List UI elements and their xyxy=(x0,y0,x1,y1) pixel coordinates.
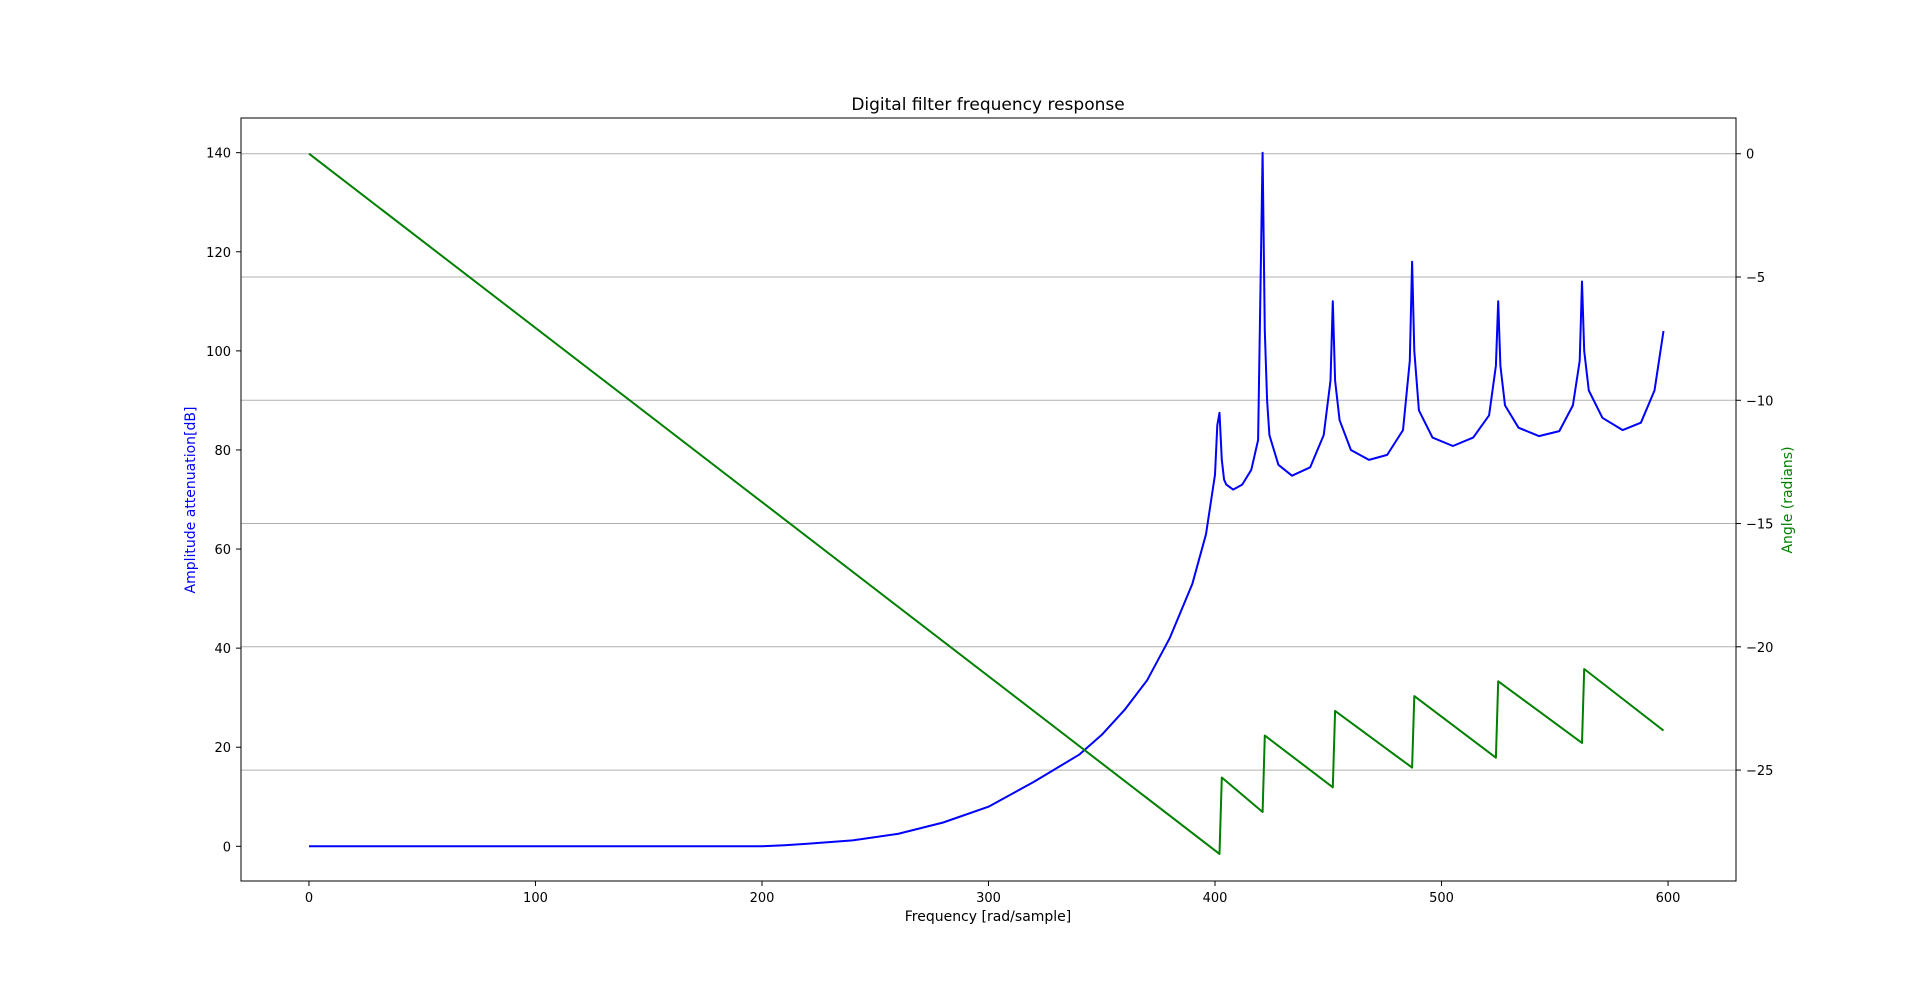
y-left-tick-label: 100 xyxy=(206,345,231,360)
y-right-tick-label: −20 xyxy=(1746,641,1773,656)
amplitude-series-line xyxy=(309,151,1665,848)
y-right-tick-label: −25 xyxy=(1746,764,1773,779)
x-tick-label: 500 xyxy=(1429,891,1454,906)
y-left-tick-label: 60 xyxy=(214,543,231,558)
x-tick-label: 200 xyxy=(750,891,775,906)
y-left-tick-label: 40 xyxy=(214,642,231,657)
x-tick-label: 400 xyxy=(1203,891,1228,906)
y-axis-label-left: Amplitude attenuation[dB] xyxy=(183,407,199,594)
y-left-tick-label: 120 xyxy=(206,246,231,261)
y-axis-label-right: Angle (radians) xyxy=(1780,446,1796,553)
x-axis-label: Frequency [rad/sample] xyxy=(905,909,1072,925)
y-right-tick-label: −10 xyxy=(1746,394,1773,409)
grid-lines xyxy=(241,153,1736,771)
y-right-tick-label: −5 xyxy=(1746,271,1765,286)
y-left-tick-label: 80 xyxy=(214,444,231,459)
x-tick-label: 600 xyxy=(1656,891,1681,906)
angle-series-line xyxy=(308,152,1665,855)
y-axis-right: 0 −5 −10 −15 −20 −25 xyxy=(1736,148,1773,779)
axes-frame xyxy=(240,117,1737,882)
chart-title: Digital filter frequency response xyxy=(851,95,1124,115)
x-tick-label: 0 xyxy=(305,891,313,906)
x-axis: 0 100 200 300 400 500 600 xyxy=(305,881,1681,906)
y-left-tick-label: 140 xyxy=(206,147,231,162)
y-right-tick-label: −15 xyxy=(1746,518,1773,533)
y-right-tick-label: 0 xyxy=(1746,148,1754,163)
plot-area xyxy=(308,151,1665,855)
y-axis-left: 0 20 40 60 80 100 120 140 xyxy=(206,147,241,855)
y-left-tick-label: 0 xyxy=(223,840,231,855)
y-left-tick-label: 20 xyxy=(214,741,231,756)
x-tick-label: 100 xyxy=(523,891,548,906)
x-tick-label: 300 xyxy=(976,891,1001,906)
